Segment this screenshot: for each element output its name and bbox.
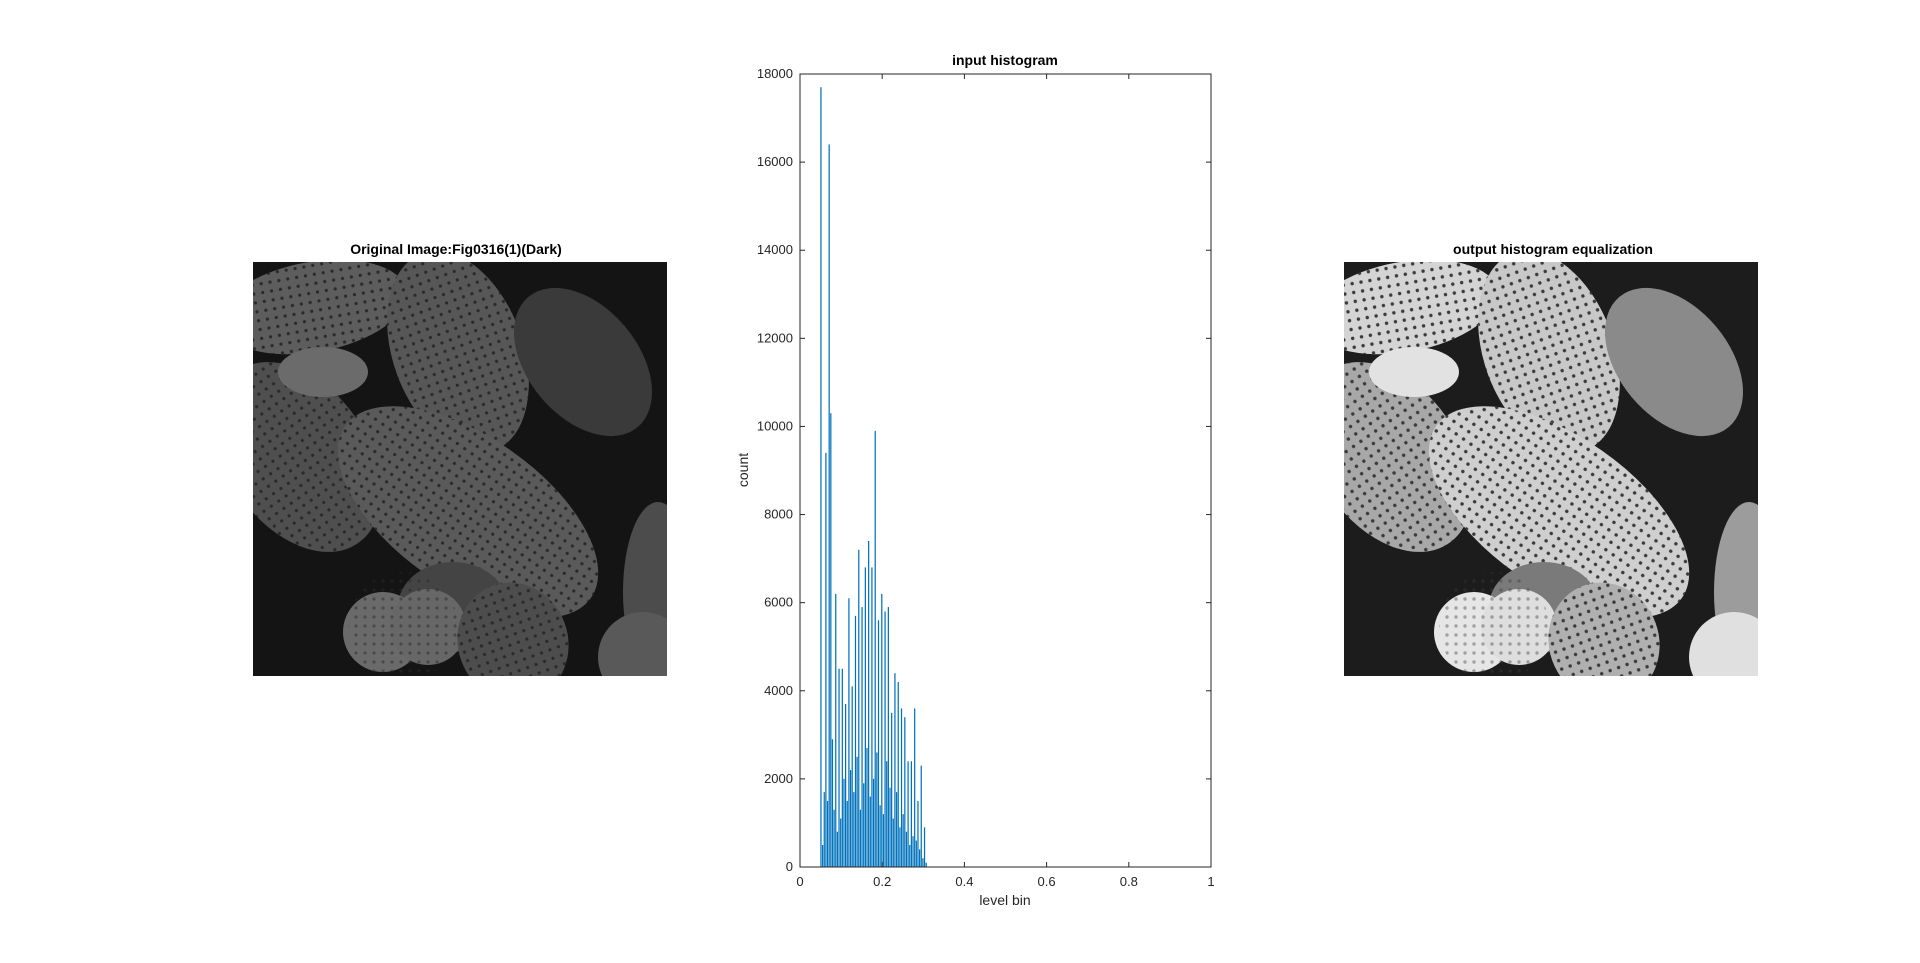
histogram-bar: [830, 413, 832, 867]
histogram-bar: [887, 607, 889, 867]
x-axis-ticks: 0 0.2 0.4 0.6 0.8 1: [796, 74, 1215, 889]
histogram-bar: [904, 717, 906, 867]
histogram-bar: [846, 800, 848, 867]
histogram-bar: [915, 840, 917, 867]
x-tick-label: 0.8: [1120, 874, 1138, 889]
histogram-bar: [859, 809, 862, 867]
histogram-bar: [918, 849, 921, 867]
x-tick-label: 0: [796, 874, 803, 889]
y-tick-label: 16000: [757, 154, 793, 169]
original-image: [253, 262, 667, 676]
y-tick-label: 14000: [757, 242, 793, 257]
histogram-bar: [821, 844, 824, 867]
histogram-bar: [854, 615, 857, 867]
histogram-bar: [892, 818, 894, 867]
y-tick-label: 2000: [764, 771, 793, 786]
histogram-bar: [833, 809, 835, 867]
histogram-bar: [891, 712, 893, 867]
histogram-bar: [894, 673, 896, 867]
chart-title: input histogram: [952, 52, 1058, 68]
histogram-bar: [856, 756, 858, 867]
histogram-bar: [840, 818, 842, 867]
right-panel-title: output histogram equalization: [1453, 241, 1653, 257]
histogram-bar: [843, 778, 845, 867]
histogram-bar: [849, 770, 852, 867]
y-tick-label: 10000: [757, 418, 793, 433]
histogram-bar: [872, 778, 875, 867]
histogram-bar: [923, 827, 926, 867]
histogram-bar: [907, 761, 909, 867]
y-tick-label: 18000: [757, 66, 793, 81]
equalized-image: [1344, 262, 1758, 676]
histogram-bar: [925, 862, 927, 867]
histogram-bar: [853, 792, 855, 867]
histogram-bar: [897, 681, 899, 867]
histogram-bar: [863, 783, 865, 867]
histogram-bar: [848, 598, 850, 867]
histogram-bar: [909, 844, 911, 867]
histogram-bar: [882, 814, 885, 867]
histogram-bar: [826, 800, 829, 867]
histogram-bar: [900, 708, 903, 867]
histogram-bar: [825, 452, 827, 867]
histogram-bar: [899, 827, 901, 867]
histogram-bar: [835, 593, 837, 867]
pollen-grains-image-equalized: [1344, 262, 1758, 676]
y-tick-label: 8000: [764, 507, 793, 522]
y-tick-label: 12000: [757, 330, 793, 345]
histogram-bar: [895, 792, 898, 867]
histogram-bar: [920, 765, 922, 867]
pollen-grains-image-dark: [253, 262, 667, 676]
y-axis-ticks: 0 2000 4000 6000 8000 10000 12000 14000 16000 180…: [757, 66, 1211, 874]
histogram-bar: [917, 800, 919, 867]
histogram-bar: [851, 686, 853, 867]
histogram-bar: [864, 567, 866, 867]
y-tick-label: 4000: [764, 683, 793, 698]
histogram-bar: [876, 752, 878, 867]
histogram-bar: [922, 858, 924, 867]
histogram-bar: [889, 787, 891, 867]
histogram-bar: [869, 796, 871, 867]
histogram-bar: [868, 540, 870, 867]
histogram-bar: [845, 703, 847, 867]
histogram-bar: [823, 792, 825, 867]
histogram-bar: [866, 748, 868, 867]
x-tick-label: 0.4: [955, 874, 973, 889]
histogram-bar: [861, 607, 863, 867]
y-axis-label: count: [735, 453, 751, 487]
x-tick-label: 0.2: [873, 874, 891, 889]
histogram-bar: [912, 836, 914, 867]
histogram-bar: [886, 761, 888, 867]
left-panel-title: Original Image:Fig0316(1)(Dark): [350, 241, 562, 257]
histogram-bars: [820, 87, 927, 867]
x-tick-label: 1: [1207, 874, 1214, 889]
histogram-bar: [902, 814, 904, 867]
histogram-bar: [914, 708, 916, 867]
histogram-bar: [831, 739, 834, 867]
histogram-bar: [871, 567, 873, 867]
histogram-bar: [820, 87, 822, 867]
x-axis-label: level bin: [979, 892, 1030, 908]
histogram-bar: [838, 668, 840, 867]
histogram-bar: [836, 831, 839, 867]
plot-axes-box: [799, 73, 1212, 868]
histogram-bar: [910, 761, 912, 867]
y-tick-label: 0: [786, 859, 793, 874]
histogram-bar: [874, 430, 876, 867]
y-tick-label: 6000: [764, 595, 793, 610]
histogram-bar: [841, 668, 843, 867]
histogram-bar: [828, 144, 830, 867]
histogram-bar: [881, 593, 883, 867]
x-tick-label: 0.6: [1038, 874, 1056, 889]
histogram-bar: [858, 549, 860, 867]
histogram-bar: [884, 611, 886, 867]
histogram-bar: [877, 620, 880, 867]
histogram-bar: [905, 831, 908, 867]
histogram-bar: [879, 805, 881, 867]
